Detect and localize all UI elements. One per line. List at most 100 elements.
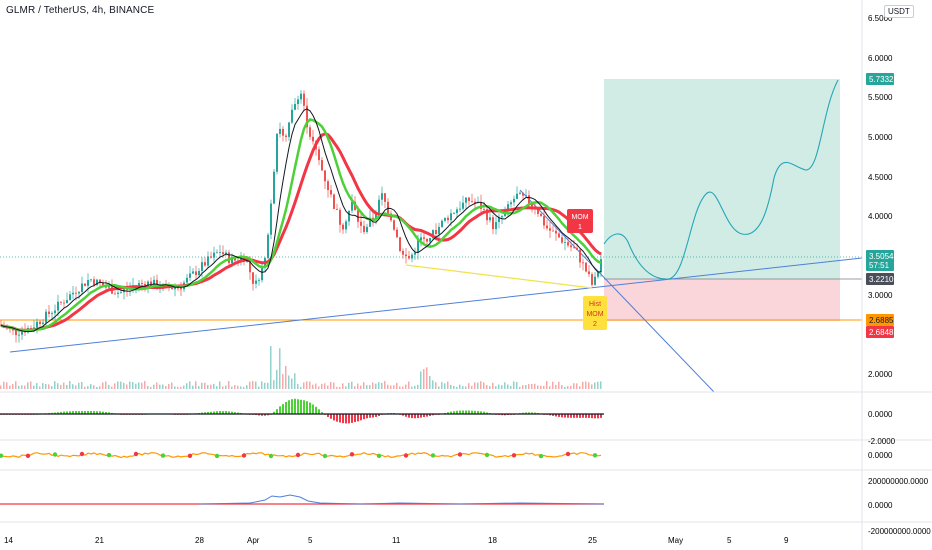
volume-bar [201, 382, 203, 389]
histogram-bar [300, 399, 302, 414]
volume-bar [360, 385, 362, 389]
histogram-bar [261, 414, 263, 416]
volume-bar [318, 386, 320, 389]
candle-body [588, 271, 590, 275]
candle-body [0, 324, 2, 326]
candle-body [36, 321, 38, 328]
volume-bar [336, 386, 338, 389]
volume-bar [411, 386, 413, 389]
histogram-bar [483, 411, 485, 414]
target-price-tag[interactable]: 5.7332 [866, 73, 894, 85]
volume-bar [450, 384, 452, 389]
entry-price-tag[interactable]: 3.2210 [866, 273, 894, 285]
candle-body [357, 210, 359, 222]
candle-body [255, 280, 257, 284]
volume-bar [345, 386, 347, 389]
candle-body [282, 128, 284, 136]
volume-bar [150, 386, 152, 389]
candle-body [231, 258, 233, 264]
volume-bar [378, 382, 380, 389]
candle-body [192, 271, 194, 274]
resistance-trendline[interactable] [519, 189, 715, 393]
currency-button[interactable]: USDT [884, 5, 914, 18]
histogram-bar [345, 414, 347, 424]
candle-body [270, 203, 272, 235]
mom-1-badge[interactable]: MOM 1 [567, 209, 593, 233]
oscillator-dot [79, 451, 85, 457]
histogram-bar [216, 411, 218, 414]
volume-bar [171, 382, 173, 389]
current-price-tag[interactable]: 3.5054 57:51 [866, 250, 894, 271]
target-price-value: 5.7332 [869, 75, 894, 84]
volume-bar [369, 385, 371, 389]
volume-bar [558, 381, 560, 389]
histogram-bar [231, 411, 233, 414]
histogram-bar [429, 414, 431, 417]
histogram-bar [369, 414, 371, 418]
volume-bar [204, 382, 206, 389]
volume-bar [147, 385, 149, 389]
target-zone[interactable] [604, 79, 840, 279]
candle-body [546, 225, 548, 229]
volume-bar [288, 375, 290, 389]
oscillator-dot [295, 452, 301, 458]
volume-bar [354, 386, 356, 389]
stop-price-tag-2[interactable]: 2.6848 [866, 326, 894, 338]
volume-bar [48, 384, 50, 389]
histogram-bar [315, 406, 317, 414]
price-tick: 6.0000 [868, 54, 893, 63]
candle-body [600, 259, 602, 273]
volume-bar [546, 381, 548, 389]
candle-body [54, 310, 56, 314]
volume-bar [384, 381, 386, 389]
histogram-bar [339, 414, 341, 423]
histogram-bar [522, 412, 524, 414]
volume-bar [234, 385, 236, 389]
volume-bar [198, 386, 200, 389]
oscillator-dot [322, 453, 328, 459]
candle-body [570, 245, 572, 248]
candle-body [108, 286, 110, 288]
candle-body [324, 170, 326, 182]
volume-bar [387, 384, 389, 389]
volume-bar [432, 380, 434, 389]
hist-mom-2-badge[interactable]: Hist MOM 2 [583, 296, 607, 330]
histogram-bar [468, 410, 470, 414]
volume-bar [348, 382, 350, 389]
projected-path[interactable] [603, 79, 839, 280]
volume-bar [399, 386, 401, 389]
histogram-bar [480, 411, 482, 414]
candle-body [525, 195, 527, 197]
volume-bar [531, 384, 533, 389]
volume-bar [78, 382, 80, 389]
candle-body [513, 198, 515, 203]
histogram-bar [78, 411, 80, 414]
histogram-bar [84, 410, 86, 414]
volume-bar [195, 381, 197, 389]
stop-zone[interactable] [604, 279, 840, 321]
volume-bar [252, 381, 254, 389]
candle-body [177, 287, 179, 289]
volume-bar [123, 382, 125, 389]
histogram-bar [354, 414, 356, 423]
candle-body [18, 334, 20, 336]
volume-bar [225, 385, 227, 389]
volume-bar [30, 381, 32, 389]
histogram-bar [258, 414, 260, 416]
candle-body [519, 192, 521, 194]
volume-bar [186, 383, 188, 389]
volume-bar [126, 384, 128, 389]
candle-body [501, 216, 503, 218]
support-trendline[interactable] [9, 257, 863, 353]
histogram-bar [582, 414, 584, 418]
stop-price-tag-1[interactable]: 2.6885 [866, 314, 894, 326]
oscillator-line [0, 451, 602, 459]
divergence-line[interactable] [405, 264, 593, 289]
histogram-bar [564, 414, 566, 418]
histogram-bar [504, 414, 506, 416]
price-tick: 4.5000 [868, 173, 893, 182]
candle-body [126, 289, 128, 291]
candle-body [120, 292, 122, 294]
candle-body [198, 270, 200, 276]
